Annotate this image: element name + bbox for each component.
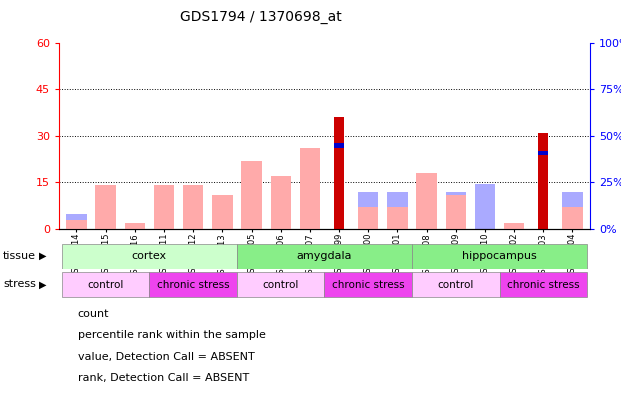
Bar bbox=[183, 185, 204, 229]
Text: percentile rank within the sample: percentile rank within the sample bbox=[78, 330, 266, 340]
Bar bbox=[66, 220, 87, 229]
Bar bbox=[62, 243, 237, 269]
Bar bbox=[358, 192, 378, 229]
Text: hippocampus: hippocampus bbox=[462, 251, 537, 261]
Bar bbox=[388, 192, 407, 229]
Bar bbox=[412, 272, 499, 297]
Bar bbox=[416, 173, 437, 229]
Bar bbox=[125, 223, 145, 229]
Bar bbox=[271, 176, 291, 229]
Text: stress: stress bbox=[3, 279, 36, 289]
Text: chronic stress: chronic stress bbox=[332, 279, 404, 290]
Bar bbox=[562, 192, 582, 229]
Text: control: control bbox=[88, 279, 124, 290]
Text: control: control bbox=[438, 279, 474, 290]
Bar bbox=[96, 185, 116, 229]
Bar bbox=[150, 272, 237, 297]
Text: rank, Detection Call = ABSENT: rank, Detection Call = ABSENT bbox=[78, 373, 249, 383]
Text: chronic stress: chronic stress bbox=[507, 279, 579, 290]
Bar bbox=[538, 151, 548, 155]
Bar bbox=[334, 117, 344, 229]
Bar bbox=[445, 192, 466, 229]
Text: ▶: ▶ bbox=[39, 251, 47, 261]
Bar bbox=[499, 272, 587, 297]
Bar bbox=[538, 132, 548, 229]
Bar bbox=[474, 184, 495, 229]
Text: ▶: ▶ bbox=[39, 279, 47, 289]
Bar bbox=[154, 185, 175, 229]
Bar bbox=[242, 160, 261, 229]
Bar bbox=[237, 272, 324, 297]
Text: count: count bbox=[78, 309, 109, 319]
Bar bbox=[412, 243, 587, 269]
Bar bbox=[237, 243, 412, 269]
Text: value, Detection Call = ABSENT: value, Detection Call = ABSENT bbox=[78, 352, 255, 362]
Text: chronic stress: chronic stress bbox=[157, 279, 230, 290]
Bar bbox=[445, 195, 466, 229]
Bar bbox=[300, 148, 320, 229]
Bar bbox=[504, 223, 524, 229]
Text: cortex: cortex bbox=[132, 251, 167, 261]
Bar bbox=[212, 195, 233, 229]
Bar bbox=[62, 272, 150, 297]
Text: tissue: tissue bbox=[3, 251, 36, 261]
Bar bbox=[388, 207, 407, 229]
Text: amygdala: amygdala bbox=[297, 251, 352, 261]
Bar bbox=[66, 214, 87, 229]
Bar bbox=[358, 207, 378, 229]
Bar bbox=[271, 177, 291, 229]
Text: control: control bbox=[263, 279, 299, 290]
Bar bbox=[562, 207, 582, 229]
Bar bbox=[334, 143, 344, 148]
Text: GDS1794 / 1370698_at: GDS1794 / 1370698_at bbox=[180, 10, 342, 24]
Bar bbox=[324, 272, 412, 297]
